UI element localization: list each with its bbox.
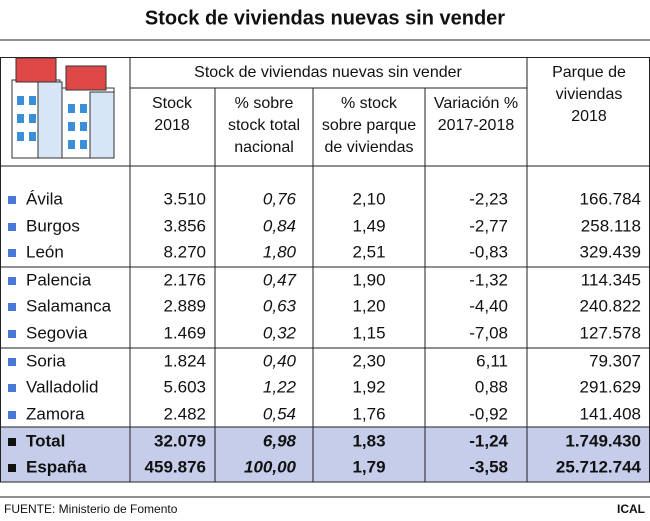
bullet <box>8 438 16 446</box>
cell: 1.824 <box>163 351 206 370</box>
cell: 3.856 <box>163 216 206 235</box>
cell: 32.079 <box>154 431 206 450</box>
column-header: Parque de <box>552 64 626 81</box>
cell: -0,92 <box>469 404 508 423</box>
cell: 1,20 <box>352 296 385 315</box>
column-header: % sobre <box>235 95 294 112</box>
cell: 459.876 <box>145 457 206 476</box>
cell: 1,90 <box>352 270 385 289</box>
cell: 127.578 <box>580 323 641 342</box>
bullet <box>8 223 16 231</box>
cell: 0,32 <box>263 323 297 342</box>
source: FUENTE: Ministerio de Fomento <box>4 502 178 516</box>
row-label: Valladolid <box>26 377 98 396</box>
cell: 25.712.744 <box>556 457 642 476</box>
cell: -1,32 <box>469 270 508 289</box>
cell: 1,15 <box>352 323 385 342</box>
title: Stock de viviendas nuevas sin vender <box>145 7 505 29</box>
cell: 1,92 <box>352 377 385 396</box>
bullet <box>8 358 16 366</box>
column-header: % stock <box>341 95 398 112</box>
cell: 1,22 <box>263 377 297 396</box>
row-label: Palencia <box>26 270 92 289</box>
cell: 1,80 <box>263 242 297 261</box>
cell: 240.822 <box>580 296 641 315</box>
row-label: Zamora <box>26 404 85 423</box>
row-label: Salamanca <box>26 296 112 315</box>
cell: 2,51 <box>352 242 385 261</box>
cell: -4,40 <box>469 296 508 315</box>
row-label: Ávila <box>26 189 63 208</box>
row-label: Total <box>26 431 65 450</box>
cell: 2.889 <box>163 296 206 315</box>
cell: 166.784 <box>580 189 641 208</box>
cell: 1,79 <box>352 457 385 476</box>
bullet <box>8 303 16 311</box>
cell: 8.270 <box>163 242 206 261</box>
cell: 1,76 <box>352 404 385 423</box>
cell: 0,76 <box>263 189 297 208</box>
bullet <box>8 330 16 338</box>
column-header: 2018 <box>154 117 190 134</box>
total-band <box>0 427 650 482</box>
cell: 1,83 <box>352 431 385 450</box>
column-header: sobre parque <box>322 117 416 134</box>
cell: 0,63 <box>263 296 297 315</box>
cell: 79.307 <box>589 351 641 370</box>
cell: 100,00 <box>244 457 297 476</box>
cell: 0,88 <box>475 377 508 396</box>
cell: 291.629 <box>580 377 641 396</box>
bullet <box>8 196 16 204</box>
cell: -2,23 <box>469 189 508 208</box>
cell: 141.408 <box>580 404 641 423</box>
cell: 0,84 <box>263 216 296 235</box>
column-header: nacional <box>234 139 294 156</box>
building-icon <box>11 57 115 159</box>
cell: 6,11 <box>476 351 508 370</box>
column-header: 2018 <box>571 108 607 125</box>
cell: -7,08 <box>469 323 508 342</box>
column-header: de viviendas <box>325 139 414 156</box>
cell: 329.439 <box>580 242 641 261</box>
cell: 2.482 <box>163 404 206 423</box>
row-label: Segovia <box>26 323 88 342</box>
group-header: Stock de viviendas nuevas sin vender <box>194 64 462 81</box>
cell: 0,40 <box>263 351 297 370</box>
cell: 2,30 <box>352 351 385 370</box>
cell: 258.118 <box>581 216 641 235</box>
cell: 1.469 <box>163 323 206 342</box>
cell: -3,58 <box>469 457 508 476</box>
bullet <box>8 384 16 392</box>
brand: ICAL <box>617 502 645 516</box>
cell: 2,10 <box>352 189 385 208</box>
column-header: 2017-2018 <box>438 117 515 134</box>
cell: 3.510 <box>163 189 206 208</box>
cell: 2.176 <box>163 270 206 289</box>
cell: 0,47 <box>263 270 297 289</box>
cell: 6,98 <box>263 431 297 450</box>
cell: 114.345 <box>581 270 641 289</box>
bullet <box>8 277 16 285</box>
row-label: España <box>26 457 87 476</box>
row-label: Soria <box>26 351 66 370</box>
column-header: Variación % <box>434 95 518 112</box>
column-header: Stock <box>152 95 193 112</box>
cell: 0,54 <box>263 404 296 423</box>
cell: -2,77 <box>469 216 508 235</box>
bullet <box>8 249 16 257</box>
cell: 5.603 <box>163 377 206 396</box>
column-header: viviendas <box>556 86 623 103</box>
column-header: stock total <box>228 117 300 134</box>
bullet <box>8 464 16 472</box>
cell: -1,24 <box>469 431 508 450</box>
row-label: León <box>26 242 64 261</box>
cell: 1.749.430 <box>565 431 641 450</box>
cell: 1,49 <box>352 216 385 235</box>
cell: -0,83 <box>469 242 508 261</box>
bullet <box>8 411 16 419</box>
row-label: Burgos <box>26 216 80 235</box>
